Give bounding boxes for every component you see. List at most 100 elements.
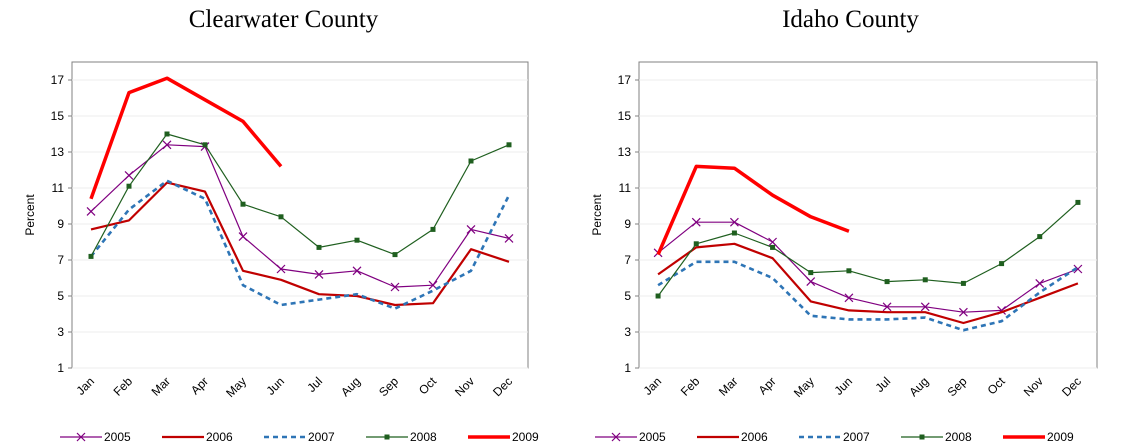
legend-item: 2007 xyxy=(264,430,335,444)
chart-panel-right: Idaho County 1 3 5 7 9 11 13 15 17 Percent Jan Feb M… xyxy=(567,0,1134,446)
x-tick-label: Sep xyxy=(945,374,970,399)
legend-label: 2008 xyxy=(410,430,437,444)
data-point xyxy=(88,253,94,259)
legend-label: 2005 xyxy=(104,430,131,444)
plot-area xyxy=(71,61,529,369)
y-tick-label: 11 xyxy=(619,181,632,195)
x-tick-label: Mar xyxy=(716,374,741,399)
legend-label: 2009 xyxy=(1047,430,1074,444)
y-tick-label: 15 xyxy=(618,109,632,123)
x-tick-label: Nov xyxy=(1021,374,1046,399)
series-line-2009 xyxy=(89,76,283,200)
data-point xyxy=(352,266,362,276)
chart-title: Idaho County xyxy=(782,6,919,33)
y-tick-label: 11 xyxy=(52,181,65,195)
data-point xyxy=(922,277,928,283)
x-tick-label: Aug xyxy=(906,374,931,399)
data-point xyxy=(384,434,390,440)
legend-item: 2008 xyxy=(366,430,437,444)
legend-label: 2006 xyxy=(741,430,768,444)
data-point xyxy=(999,261,1005,267)
data-point xyxy=(354,237,360,243)
x-tick-label: Sep xyxy=(376,374,401,399)
data-point xyxy=(504,233,514,243)
y-tick-label: 7 xyxy=(57,253,64,267)
data-point xyxy=(240,201,246,207)
data-point xyxy=(1037,234,1043,240)
data-point xyxy=(731,230,737,236)
data-point xyxy=(691,217,701,227)
data-point xyxy=(86,206,96,216)
y-axis-label: Percent xyxy=(590,194,604,236)
legend-item: 2008 xyxy=(901,430,972,444)
data-point xyxy=(238,232,248,242)
data-point xyxy=(1035,278,1045,288)
data-point xyxy=(1075,199,1081,205)
legend-item: 2007 xyxy=(799,430,870,444)
data-point xyxy=(844,293,854,303)
legend-item: 2006 xyxy=(162,430,233,444)
legend-label: 2007 xyxy=(843,430,870,444)
legend-item: 2006 xyxy=(697,430,768,444)
x-tick-label: Dec xyxy=(490,374,515,399)
legend-label: 2007 xyxy=(308,430,335,444)
data-point xyxy=(278,214,284,220)
y-tick-label: 1 xyxy=(57,361,64,375)
data-point xyxy=(882,302,892,312)
data-point xyxy=(768,237,778,247)
series-line-2008 xyxy=(90,133,510,257)
y-tick-label: 17 xyxy=(51,73,65,87)
y-axis-label: Percent xyxy=(23,194,37,236)
legend-label: 2005 xyxy=(639,430,666,444)
data-point xyxy=(729,217,739,227)
series-line-2005 xyxy=(90,144,510,288)
data-point xyxy=(960,280,966,286)
y-tick-label: 3 xyxy=(57,325,64,339)
data-point xyxy=(162,140,172,150)
x-tick-label: Jan xyxy=(74,374,98,398)
chart-title: Clearwater County xyxy=(188,6,379,33)
series-line-2007 xyxy=(89,179,511,310)
legend-item: 2005 xyxy=(595,430,666,444)
x-tick-label: May xyxy=(791,374,817,400)
data-point xyxy=(846,268,852,274)
data-point xyxy=(611,432,621,442)
y-tick-label: 5 xyxy=(57,289,64,303)
y-tick-label: 9 xyxy=(624,217,631,231)
y-tick-label: 15 xyxy=(51,109,65,123)
series-line-2006 xyxy=(90,181,510,307)
data-point xyxy=(202,142,208,148)
x-tick-label: Jul xyxy=(304,374,325,395)
y-tick-label: 13 xyxy=(618,145,632,159)
x-tick-label: Feb xyxy=(678,374,703,399)
data-point xyxy=(164,131,170,137)
legend-label: 2008 xyxy=(945,430,972,444)
data-point xyxy=(390,282,400,292)
x-tick-label: Jun xyxy=(831,374,855,398)
x-tick-label: Apr xyxy=(756,374,779,397)
data-point xyxy=(655,293,661,299)
data-point xyxy=(884,279,890,285)
data-point xyxy=(466,224,476,234)
legend-label: 2009 xyxy=(512,430,539,444)
data-point xyxy=(770,244,776,250)
series-line-2005 xyxy=(657,221,1079,313)
data-point xyxy=(276,264,286,274)
y-tick-label: 3 xyxy=(624,325,631,339)
x-tick-label: Jun xyxy=(264,374,288,398)
series-line-2008 xyxy=(657,201,1079,297)
x-tick-label: Jan xyxy=(641,374,665,398)
x-tick-label: Dec xyxy=(1059,374,1084,399)
data-point xyxy=(506,142,512,148)
x-tick-label: Nov xyxy=(452,374,477,399)
y-tick-label: 7 xyxy=(624,253,631,267)
data-point xyxy=(958,307,968,317)
legend-item: 2009 xyxy=(468,430,539,444)
data-point xyxy=(430,226,436,232)
series-line-2006 xyxy=(657,242,1079,325)
series-line-2007 xyxy=(657,260,1079,332)
x-tick-label: Aug xyxy=(338,374,363,399)
x-tick-label: May xyxy=(223,374,249,400)
